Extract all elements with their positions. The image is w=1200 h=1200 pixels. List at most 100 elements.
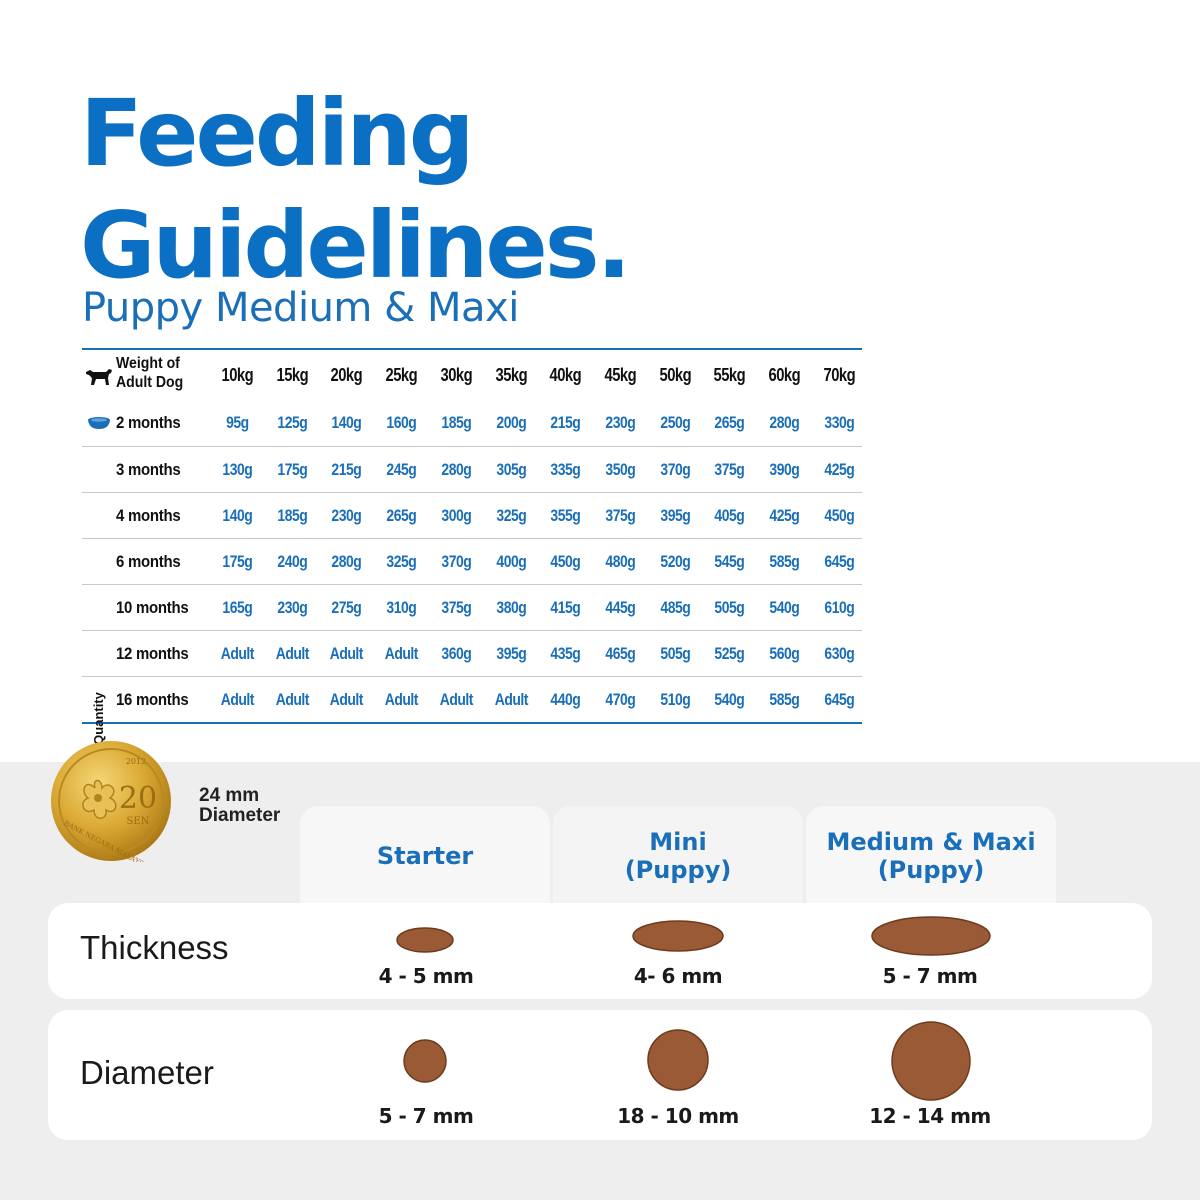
weight-column-header: 50kg <box>659 364 691 385</box>
table-cell: 265g <box>714 413 745 432</box>
table-cell: 395g <box>660 505 690 525</box>
table-cell: 300g <box>441 505 472 525</box>
table-cell: 140g <box>222 505 253 525</box>
table-cell: 510g <box>660 689 690 709</box>
column-header-mini-line-2: (Puppy) <box>624 856 732 884</box>
table-cell: 505g <box>660 643 690 663</box>
table-cell: 245g <box>386 459 417 479</box>
table-cell: 185g <box>441 413 472 432</box>
kibble-thickness-starter <box>396 927 454 953</box>
diameter-size-starter: 5 - 7 mm <box>378 1104 474 1128</box>
table-cell: 560g <box>769 643 800 663</box>
table-cell: 370g <box>441 551 472 571</box>
coin-caption-line-2: Diameter <box>199 805 281 826</box>
table-cell: Adult <box>384 689 419 709</box>
table-cell: 480g <box>605 551 636 571</box>
table-top-rule <box>82 348 862 350</box>
table-cell: 360g <box>441 643 472 663</box>
table-cell: 525g <box>714 643 745 663</box>
weight-header: Weight of Adult Dog <box>116 354 195 392</box>
table-cell: 280g <box>769 413 800 432</box>
age-label: 6 months <box>116 551 181 571</box>
table-cell: 450g <box>550 551 581 571</box>
column-header-medium-maxi-line-1: Medium & Maxi <box>826 828 1036 856</box>
table-cell: 275g <box>331 597 362 617</box>
table-cell: 610g <box>824 597 854 617</box>
coin-image: 20 SEN 2012 BANK NEGARA MALAYSIA <box>51 741 171 862</box>
table-cell: Adult <box>275 689 309 709</box>
weight-column-header: 25kg <box>385 364 418 385</box>
table-cell: 400g <box>495 551 526 571</box>
table-cell: 200g <box>495 413 526 432</box>
bowl-icon <box>88 417 110 429</box>
table-cell: 325g <box>495 505 526 525</box>
table-cell: 350g <box>605 459 636 479</box>
age-label: 2 months <box>116 413 181 432</box>
weight-column-header: 45kg <box>604 364 637 385</box>
diameter-size-medium-maxi: 12 - 14 mm <box>869 1104 991 1128</box>
table-cell: Adult <box>384 643 419 663</box>
column-header-starter: Starter <box>300 806 550 906</box>
table-cell: 465g <box>605 643 636 663</box>
title-line-1: Feeding <box>80 80 475 187</box>
table-bottom-rule <box>82 722 862 724</box>
column-header-mini-line-1: Mini <box>649 828 707 856</box>
table-row: 6 months 175g 240g 280g 325g 370g 400g 450g 480g… <box>82 538 862 584</box>
weight-column-header: 30kg <box>440 364 472 385</box>
column-header-medium-maxi-line-2: (Puppy) <box>877 856 985 884</box>
weight-column-header: 70kg <box>823 364 855 385</box>
table-cell: 280g <box>441 459 472 479</box>
table-cell: Adult <box>439 689 474 709</box>
table-row: 3 months 130g 175g 215g 245g 280g 305g 335g 350g… <box>82 446 862 492</box>
diameter-size-mini: 18 - 10 mm <box>617 1104 739 1128</box>
table-cell: 445g <box>605 597 636 617</box>
table-cell: 425g <box>769 505 800 525</box>
table-cell: 125g <box>277 413 307 432</box>
table-cell: 215g <box>550 413 581 432</box>
weight-column-header: 15kg <box>276 364 308 385</box>
diameter-card: Diameter 5 - 7 mm 18 - 10 mm 12 - 14 mm <box>48 1010 1152 1140</box>
table-row: 16 months Adult Adult Adult Adult Adult Adult 4… <box>82 676 862 722</box>
thickness-label: Thickness <box>80 929 229 966</box>
table-cell: Adult <box>220 643 255 663</box>
table-cell: 240g <box>277 551 307 571</box>
table-cell: 545g <box>714 551 745 571</box>
coin-value: 20 <box>119 781 157 816</box>
table-cell: 390g <box>769 459 800 479</box>
table-cell: 230g <box>331 505 362 525</box>
coin-caption: 24 mm Diameter <box>199 786 280 826</box>
table-cell: 415g <box>550 597 581 617</box>
weight-header-line-2: Adult Dog <box>116 374 184 391</box>
weight-column-header: 55kg <box>713 364 746 385</box>
table-cell: 215g <box>331 459 362 479</box>
table-cell: 405g <box>714 505 745 525</box>
table-cell: 280g <box>331 551 362 571</box>
table-cell: Adult <box>494 689 528 709</box>
page-title: Feeding Guidelines. <box>80 78 780 302</box>
thickness-card: Thickness 4 - 5 mm 4- 6 mm 5 - 7 mm <box>48 903 1152 999</box>
table-cell: 330g <box>824 413 854 432</box>
title-line-2: Guidelines. <box>80 192 631 299</box>
weight-column-header: 10kg <box>221 364 254 385</box>
coin-unit: SEN <box>127 816 150 827</box>
table-cell: 165g <box>222 597 253 617</box>
table-cell: 185g <box>277 505 307 525</box>
column-header-medium-maxi: Medium & Maxi (Puppy) <box>806 806 1056 906</box>
table-header-row: Weight of Adult Dog 10kg 15kg 20kg 25kg 30kg… <box>82 350 862 400</box>
table-cell: 265g <box>386 505 417 525</box>
table-cell: 325g <box>386 551 417 571</box>
table-cell: 505g <box>714 597 745 617</box>
weight-column-header: 35kg <box>494 364 527 385</box>
thickness-size-medium-maxi: 5 - 7 mm <box>882 964 978 988</box>
table-cell: 335g <box>550 459 581 479</box>
age-label: 16 months <box>116 689 189 709</box>
table-cell: 130g <box>222 459 253 479</box>
table-cell: 375g <box>714 459 745 479</box>
weight-header-line-1: Weight of <box>116 355 180 372</box>
kibble-diameter-mini <box>647 1029 709 1091</box>
column-header-mini: Mini (Puppy) <box>553 806 803 906</box>
table-row: 2 months 95g 125g 140g 160g 185g 200g 215g 230g 2… <box>82 400 862 446</box>
table-cell: 375g <box>605 505 636 525</box>
table-cell: 160g <box>386 413 417 432</box>
kibble-diameter-medium-maxi <box>891 1021 971 1101</box>
